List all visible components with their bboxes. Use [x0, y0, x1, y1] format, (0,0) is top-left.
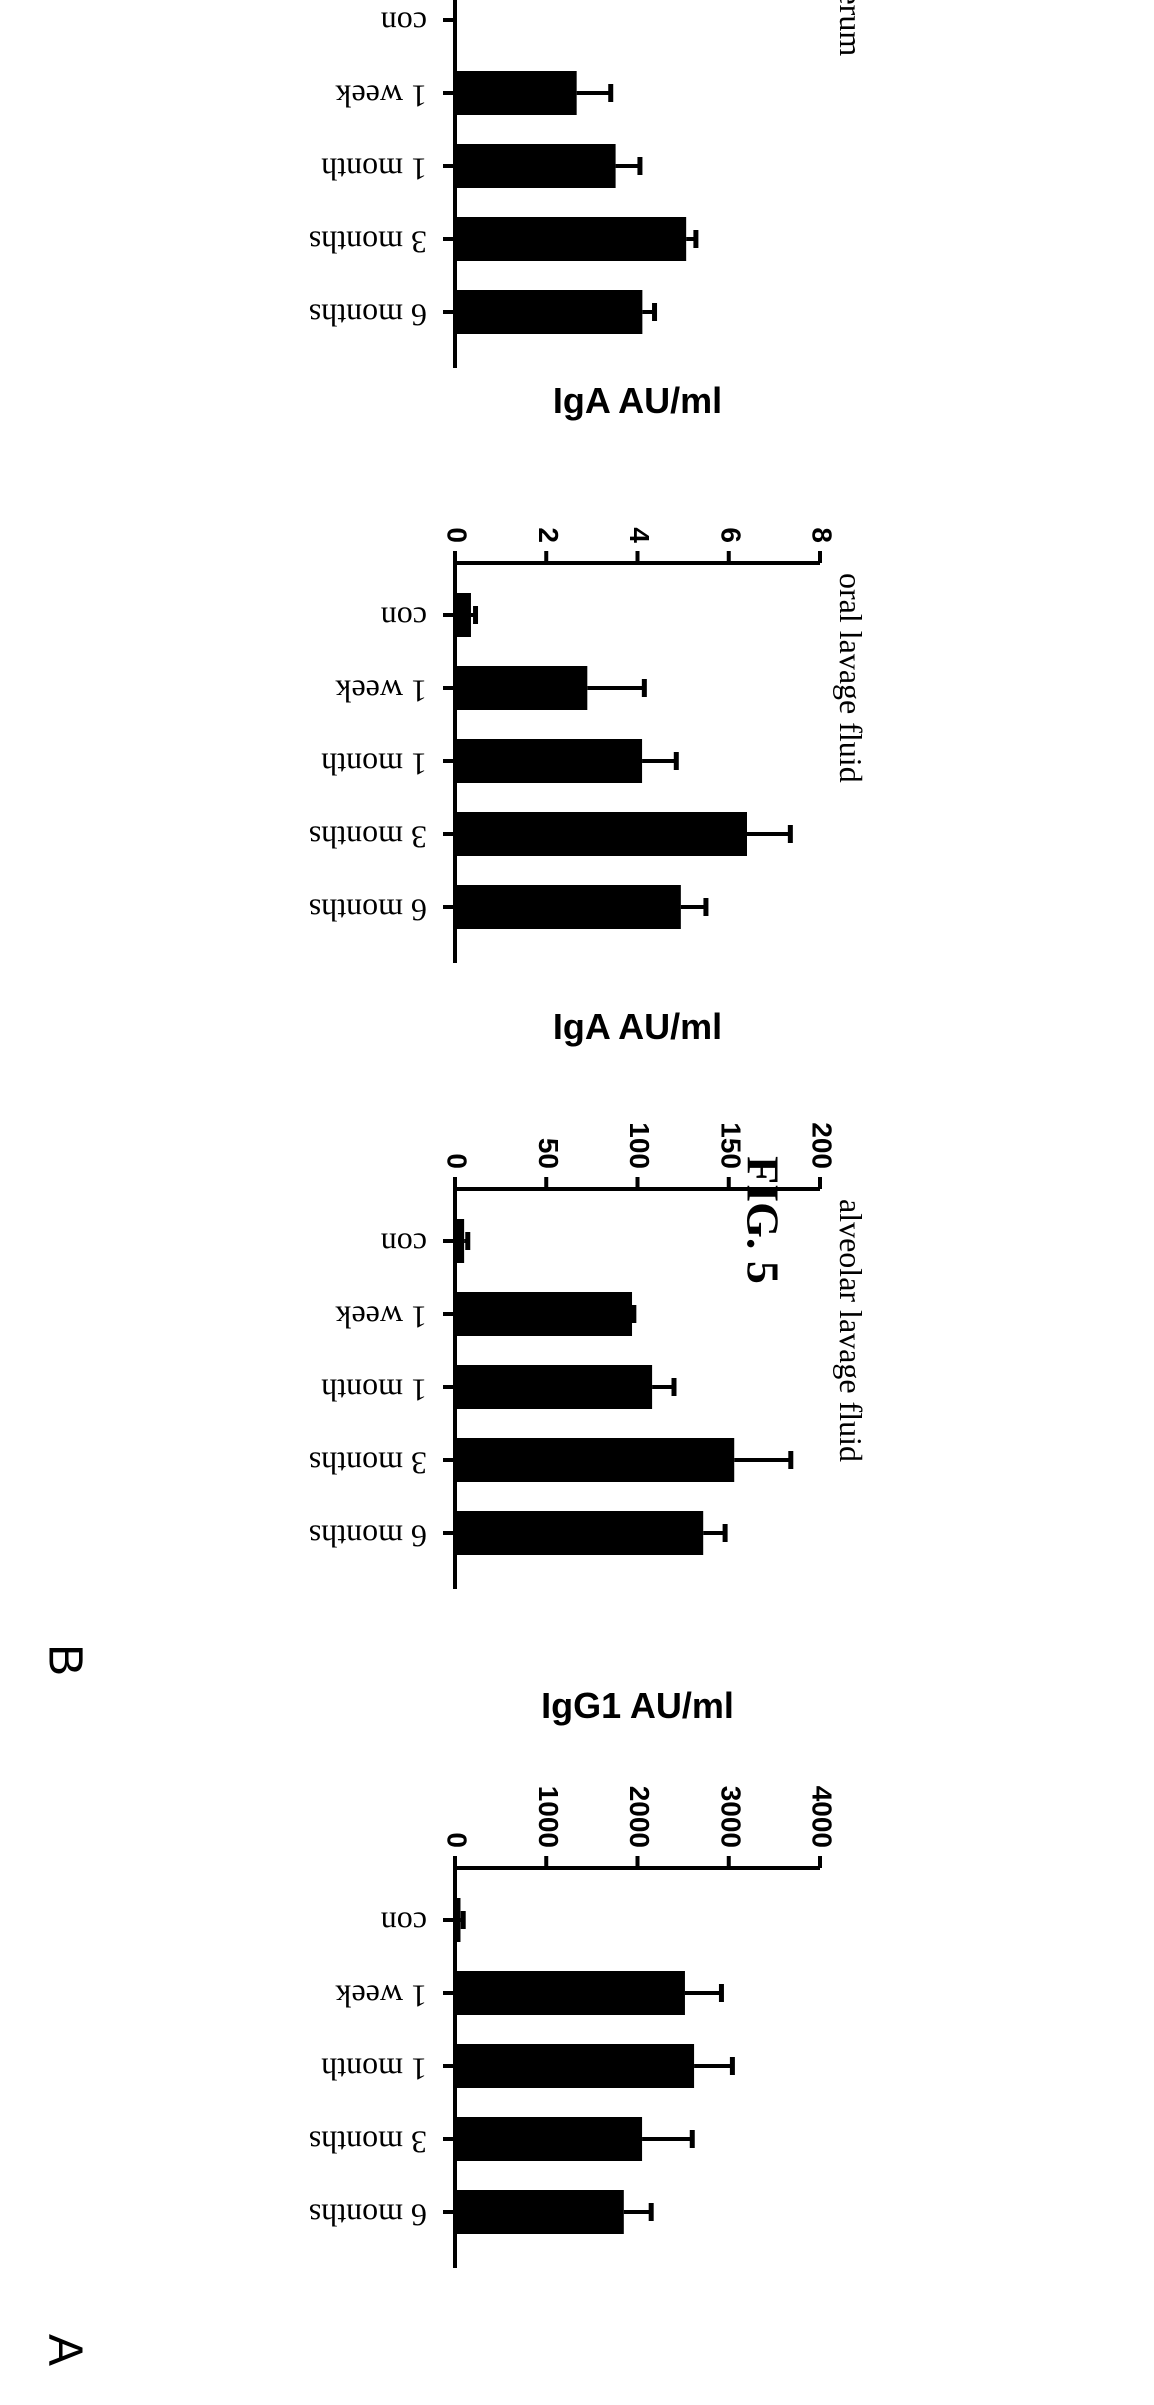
bar — [455, 217, 687, 261]
bar — [455, 2117, 643, 2161]
category-label: 1 month — [321, 2052, 427, 2088]
y-tick-label: 8 — [807, 527, 838, 543]
y-tick-label: 0 — [442, 527, 473, 543]
bar — [455, 739, 643, 783]
chart-title: serum — [833, 0, 869, 56]
category-label: con — [381, 601, 427, 637]
y-tick-label: 100 — [624, 1122, 655, 1169]
category-label: 6 months — [309, 893, 427, 929]
y-tick-label: 0 — [442, 1153, 473, 1169]
y-tick-label: 2000 — [624, 1786, 655, 1848]
y-tick-label: 150 — [715, 1122, 746, 1169]
bar — [455, 1292, 633, 1336]
category-label: 1 month — [321, 152, 427, 188]
category-label: 1 week — [335, 1300, 427, 1336]
category-label: 3 months — [309, 820, 427, 856]
bar — [455, 1971, 685, 2015]
panel-letter-b: B — [38, 1644, 91, 1676]
y-axis-label: IgA AU/ml — [553, 380, 722, 421]
category-label: con — [381, 6, 427, 42]
bar — [455, 71, 577, 115]
y-tick-label: 1000 — [533, 1786, 564, 1848]
category-label: 6 months — [309, 298, 427, 334]
y-tick-label: 6 — [715, 527, 746, 543]
bar — [455, 1898, 461, 1942]
bar — [455, 1438, 735, 1482]
y-axis-label: IgA AU/ml — [553, 1006, 722, 1047]
category-label: 1 month — [321, 747, 427, 783]
bar — [455, 1365, 653, 1409]
category-label: 6 months — [309, 2198, 427, 2234]
figure-caption: FIG. 5 — [737, 1156, 788, 1284]
bar — [455, 2190, 624, 2234]
category-label: 6 months — [309, 1519, 427, 1555]
chart-title: alveolar lavage fluid — [833, 1199, 869, 1462]
y-tick-label: 0 — [442, 1832, 473, 1848]
bar — [455, 1511, 704, 1555]
category-label: 1 month — [321, 1373, 427, 1409]
category-label: 1 week — [335, 674, 427, 710]
category-label: 3 months — [309, 225, 427, 261]
chart-panel-b1: 0 50 100 150 200 IgA AU/ml con 1 week 1 month 3 m… — [309, 1006, 869, 1589]
category-label: 3 months — [309, 2125, 427, 2161]
bar — [455, 812, 747, 856]
y-tick-label: 200 — [807, 1122, 838, 1169]
y-tick-label: 4 — [624, 527, 655, 543]
category-label: 1 week — [335, 79, 427, 115]
bar — [455, 144, 616, 188]
y-tick-label: 4000 — [807, 1786, 838, 1848]
bar — [455, 666, 588, 710]
category-label: 1 week — [335, 1979, 427, 2015]
category-label: con — [381, 1227, 427, 1263]
y-tick-label: 2 — [533, 527, 564, 543]
y-tick-label: 50 — [533, 1138, 564, 1169]
y-axis-label: IgG1 AU/ml — [541, 1685, 734, 1726]
category-label: con — [381, 1906, 427, 1942]
panel-letter-a: A — [38, 2334, 91, 2366]
bar — [455, 2044, 695, 2088]
y-tick-label: 3000 — [715, 1786, 746, 1848]
chart-panel-a: 0 1000 2000 3000 4000 IgG1 AU/ml con 1 week 1 mo… — [309, 1685, 838, 2268]
category-label: 3 months — [309, 1446, 427, 1482]
bar — [455, 0, 457, 42]
chart-panel-b2: 0 2 4 6 8 IgA AU/ml con 1 week 1 month 3 months 6 … — [309, 380, 869, 963]
chart-title: oral lavage fluid — [833, 573, 869, 783]
bar — [455, 1219, 465, 1263]
bar — [455, 290, 643, 334]
bar — [455, 593, 471, 637]
bar — [455, 885, 681, 929]
